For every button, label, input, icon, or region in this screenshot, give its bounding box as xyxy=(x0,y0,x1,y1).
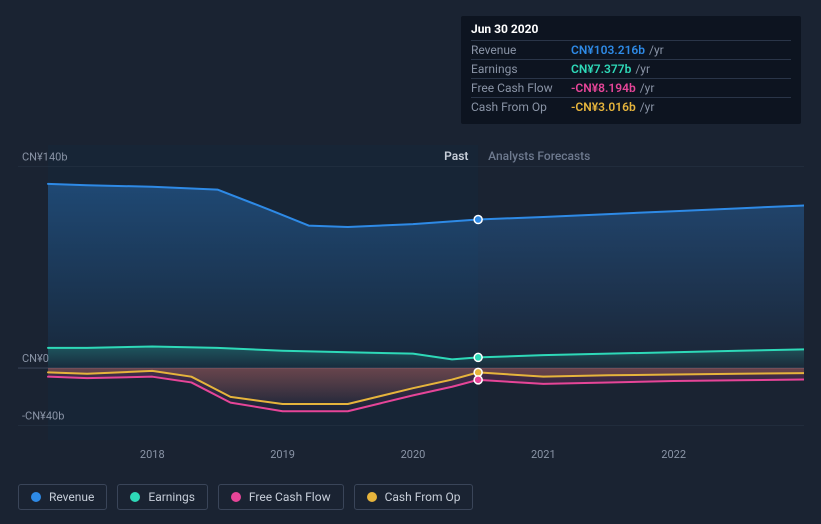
legend-item-free_cash_flow[interactable]: Free Cash Flow xyxy=(218,484,344,510)
tooltip-row-value: CN¥103.216b xyxy=(571,43,645,57)
chart-legend: Revenue Earnings Free Cash Flow Cash From O… xyxy=(18,484,473,510)
legend-item-earnings[interactable]: Earnings xyxy=(117,484,208,510)
svg-text:2019: 2019 xyxy=(270,448,295,461)
legend-item-cash_from_op[interactable]: Cash From Op xyxy=(354,484,474,510)
section-label-past: Past xyxy=(444,149,468,163)
svg-text:2021: 2021 xyxy=(531,448,556,461)
svg-text:2018: 2018 xyxy=(140,448,165,461)
tooltip-row-value: CN¥7.377b xyxy=(571,62,631,76)
legend-swatch xyxy=(130,492,140,502)
svg-text:-CN¥40b: -CN¥40b xyxy=(22,410,64,423)
tooltip-row-unit: /yr xyxy=(640,81,655,95)
legend-label: Earnings xyxy=(148,490,195,504)
tooltip-row-unit: /yr xyxy=(635,62,650,76)
legend-swatch xyxy=(367,492,377,502)
tooltip-row: EarningsCN¥7.377b/yr xyxy=(471,59,791,78)
tooltip-row: RevenueCN¥103.216b/yr xyxy=(471,40,791,59)
svg-text:2020: 2020 xyxy=(401,448,426,461)
legend-swatch xyxy=(231,492,241,502)
tooltip-row-value: -CN¥3.016b xyxy=(571,100,636,114)
legend-label: Free Cash Flow xyxy=(249,490,331,504)
tooltip-row: Cash From Op-CN¥3.016b/yr xyxy=(471,97,791,116)
legend-label: Cash From Op xyxy=(385,490,461,504)
legend-swatch xyxy=(31,492,41,502)
chart-tooltip: Jun 30 2020 RevenueCN¥103.216b/yrEarning… xyxy=(461,16,801,124)
tooltip-row-value: -CN¥8.194b xyxy=(571,81,636,95)
tooltip-row-label: Cash From Op xyxy=(471,100,571,114)
svg-text:CN¥140b: CN¥140b xyxy=(22,151,68,164)
tooltip-row-label: Revenue xyxy=(471,43,571,57)
tooltip-row-label: Earnings xyxy=(471,62,571,76)
tooltip-row-unit: /yr xyxy=(640,100,655,114)
svg-text:2022: 2022 xyxy=(661,448,686,461)
tooltip-date: Jun 30 2020 xyxy=(471,22,791,40)
tooltip-row-unit: /yr xyxy=(649,43,664,57)
section-label-forecast: Analysts Forecasts xyxy=(488,149,590,163)
legend-label: Revenue xyxy=(49,490,94,504)
tooltip-row: Free Cash Flow-CN¥8.194b/yr xyxy=(471,78,791,97)
tooltip-row-label: Free Cash Flow xyxy=(471,81,571,95)
legend-item-revenue[interactable]: Revenue xyxy=(18,484,107,510)
svg-text:CN¥0: CN¥0 xyxy=(22,352,49,365)
